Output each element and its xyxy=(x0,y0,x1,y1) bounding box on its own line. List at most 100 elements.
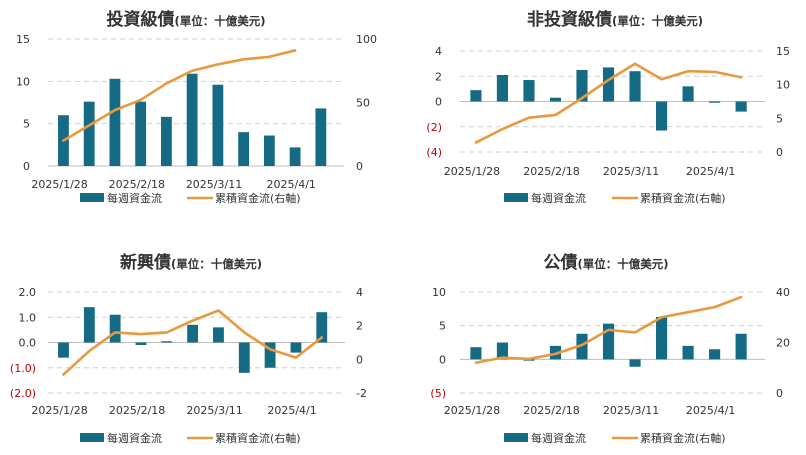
legend-bar-label: 每週資金流 xyxy=(531,431,586,445)
right-axis-tick-label: 50 xyxy=(356,97,370,110)
right-axis-tick-label: 20 xyxy=(776,337,790,350)
right-axis-tick-label: 40 xyxy=(776,286,790,299)
left-axis-tick-label: 2 xyxy=(435,70,442,83)
bar-weekly-flow xyxy=(238,342,250,373)
bar-weekly-flow xyxy=(161,341,173,343)
bar-weekly-flow xyxy=(682,345,694,360)
bar-weekly-flow xyxy=(186,73,198,166)
bar-weekly-flow xyxy=(629,359,641,367)
right-axis-tick-label: 0 xyxy=(356,160,363,173)
left-axis-tick-label: 10 xyxy=(16,75,30,88)
bar-weekly-flow xyxy=(655,101,668,131)
chart-panel-2: 非投資級債(單位：十億美元) (4) (2) 0 2 4 0 5 10 15 2025/1/28 20… xyxy=(426,9,790,205)
bar-weekly-flow xyxy=(83,101,95,166)
right-axis-tick-label: 0 xyxy=(776,387,783,400)
right-axis-tick-label: 5 xyxy=(776,112,783,125)
legend-bar-label: 每週資金流 xyxy=(107,191,162,205)
bar-weekly-flow xyxy=(289,147,301,166)
bar-weekly-flow xyxy=(316,312,328,343)
x-axis-tick-label: 2025/1/28 xyxy=(31,178,87,191)
bar-weekly-flow xyxy=(187,324,199,343)
legend-bar-label: 每週資金流 xyxy=(107,431,162,445)
left-axis-tick-label: 5 xyxy=(439,320,446,333)
x-axis-tick-label: 2025/4/1 xyxy=(267,178,316,191)
bar-weekly-flow xyxy=(470,90,482,102)
x-axis-tick-label: 2025/1/28 xyxy=(444,404,500,417)
chart-title-unit: (單位：十億美元) xyxy=(171,257,262,271)
x-axis-tick-label: 2025/4/1 xyxy=(267,404,316,417)
chart-title-main: 投資級債 xyxy=(106,9,174,30)
bar-weekly-flow xyxy=(576,69,588,102)
x-axis-tick-label: 2025/2/18 xyxy=(109,404,165,417)
bar-weekly-flow xyxy=(264,342,276,368)
bar-weekly-flow xyxy=(735,333,747,360)
line-cumulative-flow xyxy=(474,62,743,144)
chart-title: 非投資級債(單位：十億美元) xyxy=(527,9,703,30)
left-axis-tick-label: 4 xyxy=(435,45,442,58)
bar-weekly-flow xyxy=(602,67,615,102)
left-axis-tick-label: (5) xyxy=(430,387,446,400)
x-axis-tick-label: 2025/4/1 xyxy=(686,404,735,417)
chart-title-main: 新興債 xyxy=(120,252,171,273)
legend-bar-swatch xyxy=(504,433,528,442)
legend-line-label: 累積資金流(右軸) xyxy=(640,431,726,445)
left-axis-tick-label: 0.0 xyxy=(19,337,37,350)
left-axis-tick-label: (2) xyxy=(426,121,442,134)
x-axis-tick-label: 2025/4/1 xyxy=(686,165,735,178)
bar-weekly-flow xyxy=(470,347,482,360)
bar-weekly-flow xyxy=(496,342,509,360)
bar-weekly-flow xyxy=(290,342,302,353)
bar-weekly-flow xyxy=(709,101,721,103)
left-axis-tick-label: 1.0 xyxy=(19,311,37,324)
left-axis-tick-label: 0 xyxy=(439,353,446,366)
bar-weekly-flow xyxy=(315,108,327,166)
chart-title: 投資級債(單位：十億美元) xyxy=(106,9,265,30)
bar-weekly-flow xyxy=(83,307,95,343)
line-cumulative-flow xyxy=(474,295,743,365)
bar-weekly-flow xyxy=(160,116,172,166)
line-cumulative-flow xyxy=(62,309,324,376)
legend-line-label: 累積資金流(右軸) xyxy=(640,191,726,205)
chart-title-unit: (單位：十億美元) xyxy=(174,14,265,28)
bar-weekly-flow xyxy=(212,84,224,166)
legend-bar-swatch xyxy=(80,193,104,202)
bar-weekly-flow xyxy=(549,97,562,102)
x-axis-tick-label: 2025/2/18 xyxy=(109,178,165,191)
chart-title: 公債(單位：十億美元) xyxy=(543,252,668,273)
left-axis-tick-label: (4) xyxy=(426,146,442,159)
right-axis-tick-label: 4 xyxy=(356,286,363,299)
chart-title: 新興債(單位：十億美元) xyxy=(120,252,262,273)
x-axis-tick-label: 2025/3/11 xyxy=(186,178,242,191)
left-axis-tick-label: 10 xyxy=(432,286,446,299)
legend-line-label: 累積資金流(右軸) xyxy=(215,191,301,205)
x-axis-tick-label: 2025/1/28 xyxy=(31,404,87,417)
chart-panel-4: 公債(單位：十億美元) (5) 0 5 10 0 20 40 2025/1/28 2025/2/1… xyxy=(430,252,790,445)
left-axis-tick-label: 0 xyxy=(23,160,30,173)
right-axis-tick-label: 0 xyxy=(776,146,783,159)
x-axis-tick-label: 2025/2/18 xyxy=(523,165,579,178)
right-axis-tick-label: 0 xyxy=(356,353,363,366)
bar-weekly-flow xyxy=(135,342,147,346)
bar-weekly-flow xyxy=(735,101,747,112)
bar-weekly-flow xyxy=(709,349,721,360)
bar-weekly-flow xyxy=(58,342,69,358)
x-axis-tick-label: 2025/1/28 xyxy=(444,165,500,178)
bar-weekly-flow xyxy=(109,314,121,343)
legend-line-label: 累積資金流(右軸) xyxy=(215,431,301,445)
bar-weekly-flow xyxy=(496,74,509,102)
bar-weekly-flow xyxy=(263,135,275,166)
legend-bar-label: 每週資金流 xyxy=(531,191,586,205)
legend-bar-swatch xyxy=(80,433,104,442)
bar-weekly-flow xyxy=(238,132,250,166)
x-axis-tick-label: 2025/3/11 xyxy=(186,404,242,417)
chart-title-unit: (單位：十億美元) xyxy=(577,257,668,271)
bar-weekly-flow xyxy=(655,316,668,360)
bar-weekly-flow xyxy=(629,71,641,102)
left-axis-tick-label: 0 xyxy=(435,96,442,109)
left-axis-tick-label: (1.0) xyxy=(10,362,36,375)
bar-weekly-flow xyxy=(576,333,588,360)
left-axis-tick-label: 5 xyxy=(23,118,30,131)
x-axis-tick-label: 2025/3/11 xyxy=(603,404,659,417)
chart-panel-1: 投資級債(單位：十億美元) 0 5 10 15 0 50 100 2025/1/28 2025/2… xyxy=(16,9,377,205)
